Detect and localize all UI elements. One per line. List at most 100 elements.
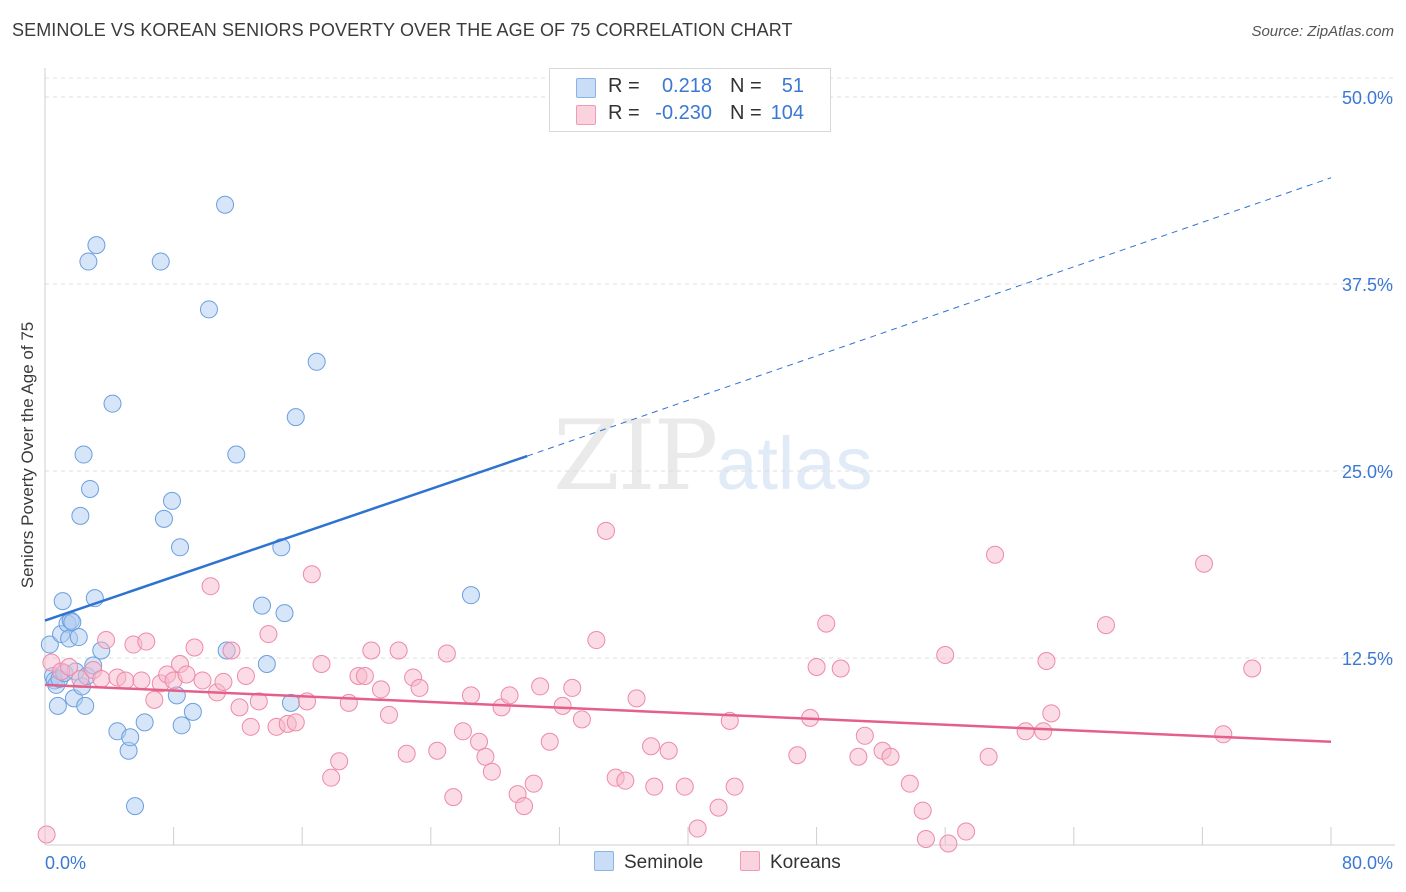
x-tick-label: 0.0% [45, 853, 86, 873]
koreans-point [659, 741, 678, 760]
y-tick-label: 25.0% [1342, 462, 1393, 482]
koreans-point [627, 689, 646, 708]
seminole-point [154, 509, 173, 528]
koreans-point [428, 741, 447, 760]
koreans-point [249, 692, 268, 711]
koreans-legend-swatch [740, 851, 760, 871]
koreans-point [476, 747, 495, 766]
y-tick-label: 12.5% [1342, 649, 1393, 669]
koreans-point [881, 747, 900, 766]
koreans-point [1214, 725, 1233, 744]
seminole-point [53, 592, 72, 611]
r-label: R = [608, 75, 640, 97]
koreans-point [540, 732, 559, 751]
seminole-point [461, 586, 480, 605]
koreans-point [515, 797, 534, 816]
seminole-point [183, 702, 202, 721]
legend-item-seminole[interactable]: Seminole [594, 851, 703, 874]
seminole-point [126, 797, 145, 816]
seminole-trend-extension [527, 177, 1332, 457]
koreans-point [807, 657, 826, 676]
legend-item-koreans[interactable]: Koreans [740, 851, 841, 874]
koreans-point [380, 705, 399, 724]
koreans-point [1016, 722, 1035, 741]
n-label: N = [730, 75, 762, 97]
koreans-point [1195, 554, 1214, 573]
seminole-point [71, 506, 90, 525]
koreans-point [849, 747, 868, 766]
koreans-point [572, 710, 591, 729]
koreans-point [1042, 704, 1061, 723]
seminole-swatch [576, 78, 596, 98]
koreans-point [389, 641, 408, 660]
koreans-point [563, 678, 582, 697]
n-value: 51 [781, 75, 804, 97]
koreans-point [616, 771, 635, 790]
koreans-point [482, 762, 501, 781]
koreans-point [214, 672, 233, 691]
seminole-point [81, 479, 100, 498]
koreans-point [587, 631, 606, 650]
koreans-point [500, 686, 519, 705]
koreans-point [312, 654, 331, 673]
koreans-point [330, 752, 349, 771]
koreans-point [979, 747, 998, 766]
seminole-point [257, 654, 276, 673]
koreans-point [286, 713, 305, 732]
series-legend: Seminole Koreans [0, 851, 1406, 877]
seminole-point [275, 604, 294, 623]
koreans-point [302, 565, 321, 584]
koreans-point [1243, 659, 1262, 678]
koreans-point [132, 671, 151, 690]
koreans-point [444, 788, 463, 807]
koreans-point [675, 777, 694, 796]
legend-label-koreans: Koreans [770, 852, 841, 873]
koreans-point [531, 677, 550, 696]
seminole-point [48, 696, 67, 715]
koreans-point [437, 644, 456, 663]
stats-legend-row-seminole: R = 0.218 N = 51 [550, 74, 830, 100]
seminole-point [87, 236, 106, 255]
seminole-point [40, 635, 59, 654]
koreans-point [913, 801, 932, 820]
seminole-point [307, 352, 326, 371]
koreans-point [322, 768, 341, 787]
koreans-point [936, 646, 955, 665]
koreans-point [709, 798, 728, 817]
koreans-point [900, 774, 919, 793]
koreans-point [241, 717, 260, 736]
seminole-point [121, 728, 140, 747]
seminole-point [135, 713, 154, 732]
seminole-point [63, 613, 82, 632]
koreans-swatch [576, 105, 596, 125]
koreans-point [185, 638, 204, 657]
seminole-point [74, 445, 93, 464]
koreans-point [831, 659, 850, 678]
koreans-point [1037, 651, 1056, 670]
seminole-point [162, 491, 181, 510]
r-label: R = [608, 102, 640, 124]
koreans-point [236, 666, 255, 685]
n-value: 104 [770, 102, 804, 124]
seminole-point [172, 716, 191, 735]
seminole-point [103, 394, 122, 413]
r-value: -0.230 [655, 102, 712, 124]
koreans-point [855, 726, 874, 745]
koreans-point [116, 671, 135, 690]
koreans-point [201, 577, 220, 596]
koreans-point [362, 641, 381, 660]
seminole-point [286, 408, 305, 427]
seminole-point [151, 252, 170, 271]
koreans-point [1034, 722, 1053, 741]
koreans-point [986, 545, 1005, 564]
koreans-point [97, 631, 116, 650]
koreans-point [461, 686, 480, 705]
seminole-point [227, 445, 246, 464]
seminole-trend-line [44, 454, 528, 622]
koreans-point [355, 666, 374, 685]
koreans-point [1096, 616, 1115, 635]
koreans-point [939, 834, 958, 853]
koreans-point [453, 722, 472, 741]
koreans-point [688, 819, 707, 838]
